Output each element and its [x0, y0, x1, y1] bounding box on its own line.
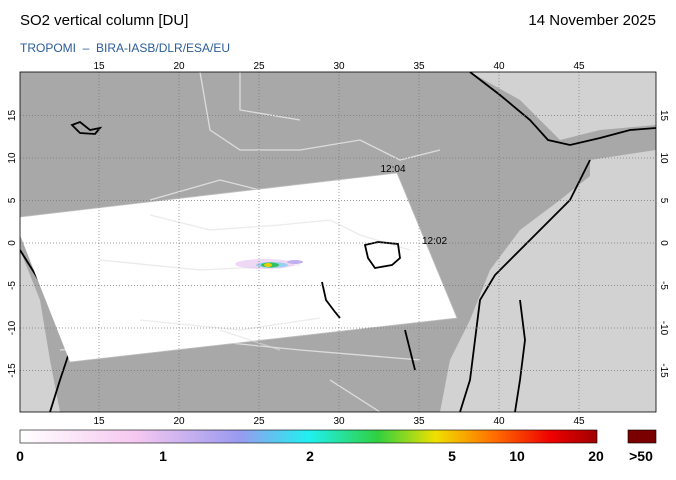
- lake: [70, 120, 103, 135]
- lat-label: 10: [658, 152, 669, 164]
- lat-label: -15: [658, 363, 669, 378]
- lat-label: 15: [7, 110, 18, 122]
- lon-label: 30: [333, 61, 345, 72]
- lat-label: -5: [7, 281, 18, 290]
- lon-label: 25: [253, 61, 265, 72]
- map-frame: [19, 71, 657, 413]
- overpass-time: 12:02: [422, 236, 447, 247]
- colorbar: [19, 429, 598, 444]
- lon-label: 45: [573, 416, 585, 427]
- lake-victoria: [363, 241, 401, 269]
- so2-plume: [235, 259, 303, 269]
- lat-label: -15: [7, 363, 18, 378]
- colorbar-overflow: [627, 429, 657, 444]
- map: [20, 72, 656, 412]
- coastline: [469, 72, 656, 146]
- lake-malawi: [404, 329, 416, 371]
- lat-label: 0: [658, 240, 669, 246]
- lon-label: 40: [493, 416, 505, 427]
- lon-label: 15: [93, 416, 105, 427]
- lon-label: 35: [413, 416, 425, 427]
- borders: [99, 214, 411, 351]
- overpass-time: 12:04: [380, 164, 405, 175]
- swath-edge: [20, 172, 458, 363]
- colorbar-label: 5: [448, 448, 456, 464]
- lake-tanganyika: [321, 281, 341, 319]
- lon-label: 15: [93, 61, 105, 72]
- lat-label: -10: [7, 320, 18, 335]
- colorbar-label: >50: [629, 448, 653, 464]
- lon-label: 45: [573, 61, 585, 72]
- colorbar-label: 2: [306, 448, 314, 464]
- lat-label: -10: [658, 321, 669, 336]
- colorbar-label: 0: [16, 448, 24, 464]
- lat-label: 5: [7, 197, 18, 203]
- lon-label: 30: [333, 416, 345, 427]
- lat-label: 5: [658, 198, 669, 204]
- graticule: [20, 72, 656, 412]
- coastline: [459, 159, 591, 412]
- lon-label: 20: [173, 61, 185, 72]
- lon-label: 20: [173, 416, 185, 427]
- coastline: [514, 299, 526, 412]
- colorbar-label: 10: [509, 448, 525, 464]
- lon-label: 25: [253, 416, 265, 427]
- lat-label: 15: [658, 110, 669, 122]
- red-sea: [470, 72, 656, 140]
- lat-label: 0: [7, 240, 18, 246]
- lon-label: 35: [413, 61, 425, 72]
- colorbar-label: 20: [588, 448, 604, 464]
- lon-label: 40: [493, 61, 505, 72]
- indian-ocean: [510, 150, 656, 412]
- colorbar-label: 1: [159, 448, 167, 464]
- date: 14 November 2025: [528, 12, 656, 29]
- lat-label: 10: [7, 152, 18, 164]
- lat-label: -5: [658, 281, 669, 290]
- source: TROPOMI – BIRA-IASB/DLR/ESA/EU: [20, 41, 230, 55]
- title: SO2 vertical column [DU]: [20, 12, 188, 29]
